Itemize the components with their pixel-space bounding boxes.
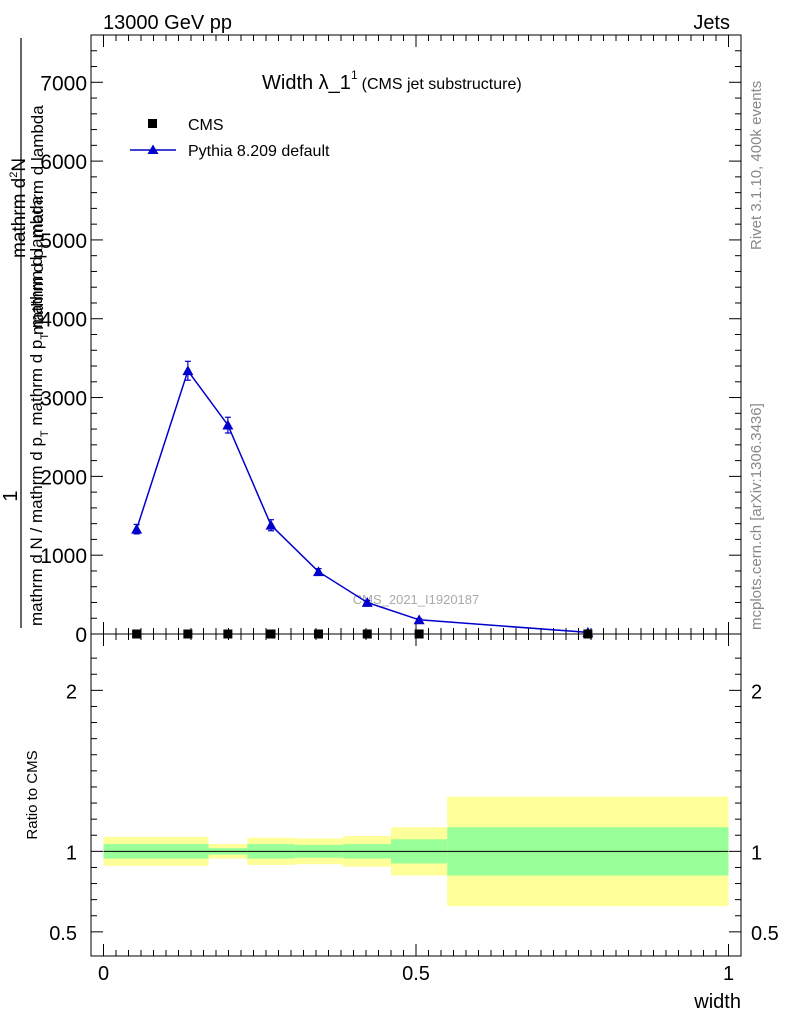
ratio-y-tick-label: 0.5 — [49, 923, 77, 945]
main-y-axis-label: 1 mathrm d2N mathrm d pT mathrm d lambda… — [0, 38, 52, 628]
ylabel-den-main: mathrm d N / mathrm d p — [27, 437, 46, 626]
mcplots-label: mcplots.cern.ch [arXiv:1306.3436] — [748, 403, 765, 630]
ylabel-num-right-sub: T — [40, 242, 52, 249]
ylabel-one: 1 — [0, 490, 22, 501]
ylabel-num-right-rest: mathrm d lambda — [28, 105, 47, 243]
x-axis-label: width — [693, 991, 741, 1013]
rivet-label: Rivet 3.1.10, 400k events — [748, 81, 765, 250]
ratio-panel: 0.5 0.5 1 1 2 2 0 0.5 1 Ratio to CMS width — [24, 633, 779, 1013]
ylabel-den-sub2: T — [39, 333, 51, 340]
pythia-point — [413, 614, 425, 625]
pythia-point — [361, 596, 373, 607]
main-y-tick-label: 0 — [75, 624, 87, 647]
ratio-y-ticks: 0.5 0.5 1 1 2 2 — [49, 657, 779, 945]
pythia-point — [313, 566, 324, 577]
main-y-tick-label: 6000 — [40, 151, 87, 174]
main-y-tick-label: 4000 — [40, 309, 87, 332]
ylabel-den-rest2: mathrm d lambda — [27, 195, 46, 333]
ratio-y-axis-label: Ratio to CMS — [24, 750, 41, 839]
plot-title-paren: (CMS jet substructure) — [362, 76, 522, 93]
legend-pythia-marker — [147, 144, 159, 154]
plot-title-main: Width λ_1 — [262, 72, 351, 94]
ylabel-top: mathrm d2N — [8, 158, 30, 258]
legend-cms-label: CMS — [188, 117, 224, 134]
main-y-tick-label: 3000 — [40, 388, 87, 411]
ratio-y-tick-label-right: 0.5 — [751, 923, 779, 945]
main-panel: 0 1000 2000 3000 4000 5000 6000 7000 CMS_2021_I… — [0, 34, 742, 647]
pythia-series-line — [135, 369, 588, 634]
main-x-ticks — [90, 35, 742, 634]
ylabel-top-rest: N — [9, 158, 30, 172]
ratio-y-tick-label-right: 2 — [751, 681, 762, 703]
plot-title-sup: 1 — [351, 68, 358, 82]
pythia-point — [265, 519, 277, 530]
legend-pythia-label: Pythia 8.209 default — [188, 143, 330, 160]
ratio-y-tick-label: 1 — [66, 842, 77, 864]
x-tick-label: 0.5 — [402, 963, 430, 985]
header-right-label: Jets — [693, 12, 730, 34]
main-y-tick-label: 1000 — [40, 545, 87, 568]
main-y-ticks: 0 1000 2000 3000 4000 5000 6000 7000 — [40, 50, 741, 647]
plot-title: Width λ_11 (CMS jet substructure) — [262, 68, 522, 94]
x-tick-label: 0 — [98, 963, 109, 985]
main-y-tick-label: 5000 — [40, 230, 87, 253]
ylabel-top-sup: 2 — [8, 172, 20, 178]
ylabel-num-right-main: mathrm d p — [28, 249, 47, 335]
header-left-label: 13000 GeV pp — [103, 12, 232, 34]
analysis-watermark: CMS_2021_I1920187 — [353, 592, 480, 607]
ylabel-den-rest: mathrm d p — [27, 340, 46, 431]
ratio-y-tick-label: 2 — [66, 681, 77, 703]
ylabel-top-num: mathrm d — [9, 178, 30, 258]
legend-cms-marker — [148, 119, 157, 128]
pythia-point — [222, 419, 234, 430]
pythia-point — [182, 365, 194, 376]
pythia-point — [131, 523, 143, 534]
ratio-y-tick-label-right: 1 — [751, 842, 762, 864]
ylabel-num-right: mathrm d pT mathrm d lambda — [28, 105, 52, 335]
x-tick-label: 1 — [723, 963, 734, 985]
ylabel-den-sub: T — [39, 430, 51, 437]
main-y-tick-label: 7000 — [40, 72, 87, 95]
ylabel-den: mathrm d N / mathrm d pT mathrm d pT mat… — [27, 195, 51, 626]
main-y-tick-label: 2000 — [40, 466, 87, 489]
legend: CMS Pythia 8.209 default — [130, 117, 330, 160]
ratio-frame — [90, 633, 742, 957]
